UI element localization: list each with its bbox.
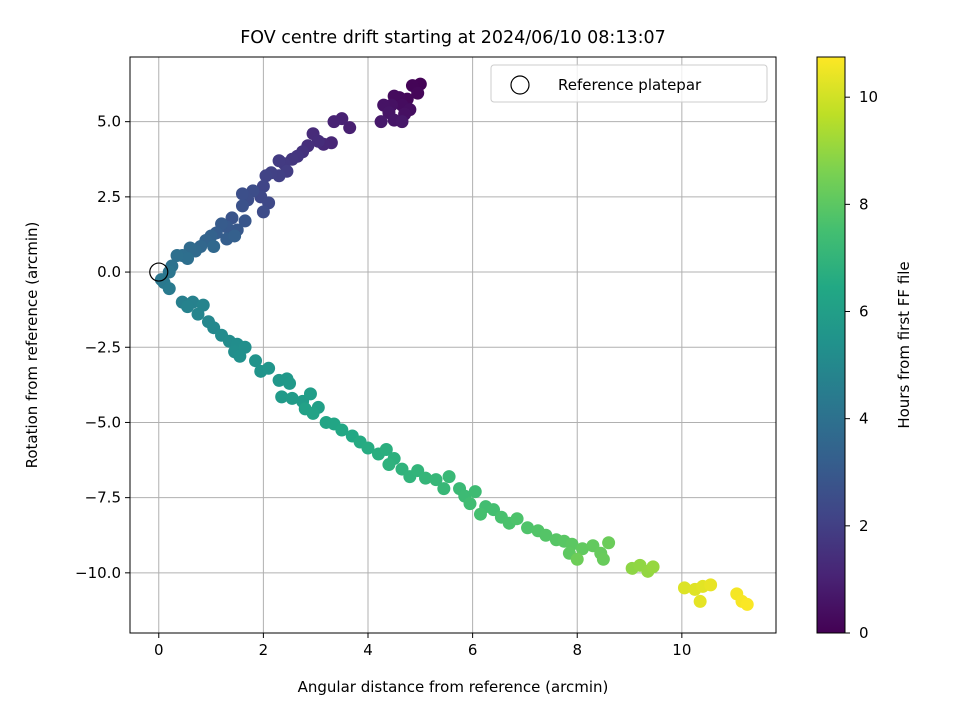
scatter-point [191, 307, 205, 321]
grid [130, 57, 776, 633]
scatter-point [361, 441, 375, 455]
colorbar-tick-label: 8 [859, 195, 869, 213]
scatter-points [154, 77, 754, 611]
scatter-point [442, 470, 456, 484]
y-tick-label: −5.0 [85, 413, 121, 431]
y-axis-label: Rotation from reference (arcmin) [23, 222, 41, 469]
x-tick-label: 8 [572, 641, 582, 659]
y-axis: −10.0 −7.5 −5.0 −2.5 0.0 2.5 5.0 [75, 113, 130, 582]
scatter-point [235, 187, 249, 201]
x-tick-label: 2 [259, 641, 269, 659]
scatter-point [411, 86, 425, 100]
scatter-point [740, 597, 754, 611]
colorbar-tick-label: 6 [859, 303, 869, 321]
x-axis-label: Angular distance from reference (arcmin) [298, 678, 609, 696]
scatter-point [343, 121, 357, 135]
colorbar-gradient [816, 56, 846, 634]
plot-frame [129, 56, 777, 634]
legend-entry-label: Reference platepar [558, 76, 702, 94]
scatter-point [272, 154, 286, 168]
y-tick-label: 0.0 [97, 263, 121, 281]
legend: Reference platepar [490, 64, 768, 103]
scatter-point [235, 199, 249, 213]
scatter-point [228, 229, 242, 243]
colorbar-tick-label: 10 [859, 88, 878, 106]
reference-marker-group [149, 262, 169, 282]
scatter-point [162, 282, 176, 296]
scatter-point [575, 542, 589, 556]
reference-platepar-marker [149, 262, 169, 282]
colorbar: 0 2 4 6 8 10 Hours from first FF file [816, 56, 913, 642]
scatter-point [704, 578, 718, 592]
scatter-point [693, 594, 707, 608]
scatter-point [207, 239, 221, 253]
scatter-point [677, 581, 691, 595]
scatter-point [395, 115, 409, 129]
scatter-point [327, 115, 341, 129]
scatter-point [256, 179, 270, 193]
x-tick-label: 0 [154, 641, 164, 659]
scatter-point [539, 528, 553, 542]
scatter-point [382, 458, 396, 472]
scatter-point [437, 482, 451, 496]
chart-title: FOV centre drift starting at 2024/06/10 … [240, 28, 666, 48]
colorbar-label: Hours from first FF file [895, 261, 913, 428]
y-tick-label: −10.0 [75, 564, 121, 582]
x-tick-label: 10 [672, 641, 691, 659]
colorbar-tick-label: 2 [859, 517, 869, 535]
scatter-point [306, 406, 320, 420]
scatter-point [510, 512, 524, 526]
x-axis: 0 2 4 6 8 10 [154, 633, 691, 659]
scatter-point [249, 354, 263, 368]
scatter-point [646, 560, 660, 574]
y-tick-label: −7.5 [85, 489, 121, 507]
scatter-point [468, 485, 482, 499]
scatter-point [473, 507, 487, 521]
scatter-point [303, 387, 317, 401]
y-tick-label: 2.5 [97, 188, 121, 206]
scatter-point [596, 552, 610, 566]
legend-box [490, 64, 768, 103]
scatter-point [256, 205, 270, 219]
y-tick-label: 5.0 [97, 113, 121, 131]
x-tick-label: 6 [468, 641, 478, 659]
scatter-point [233, 349, 247, 363]
colorbar-ticks: 0 2 4 6 8 10 [845, 88, 878, 642]
scatter-point [285, 391, 299, 405]
scatter-point [311, 134, 325, 148]
scatter-point [602, 536, 616, 550]
scatter-point [379, 443, 393, 457]
colorbar-tick-label: 0 [859, 624, 869, 642]
scatter-point [259, 169, 273, 183]
legend-marker-icon [510, 75, 530, 95]
scatter-point [283, 376, 297, 390]
y-tick-label: −2.5 [85, 338, 121, 356]
scatter-point [463, 497, 477, 511]
scatter-point [419, 471, 433, 485]
scatter-point [170, 249, 184, 263]
scatter-point [374, 115, 388, 129]
x-tick-label: 4 [363, 641, 373, 659]
scatter-point [335, 423, 349, 437]
scatter-point [181, 300, 195, 314]
scatter-point [262, 361, 276, 375]
scatter-point [521, 521, 535, 535]
scatter-point [570, 552, 584, 566]
scatter-point [275, 390, 289, 404]
scatter-point [238, 214, 252, 228]
colorbar-tick-label: 4 [859, 410, 869, 428]
scatter-point [429, 473, 443, 487]
plot-area [129, 56, 777, 634]
scatter-point [181, 252, 195, 266]
